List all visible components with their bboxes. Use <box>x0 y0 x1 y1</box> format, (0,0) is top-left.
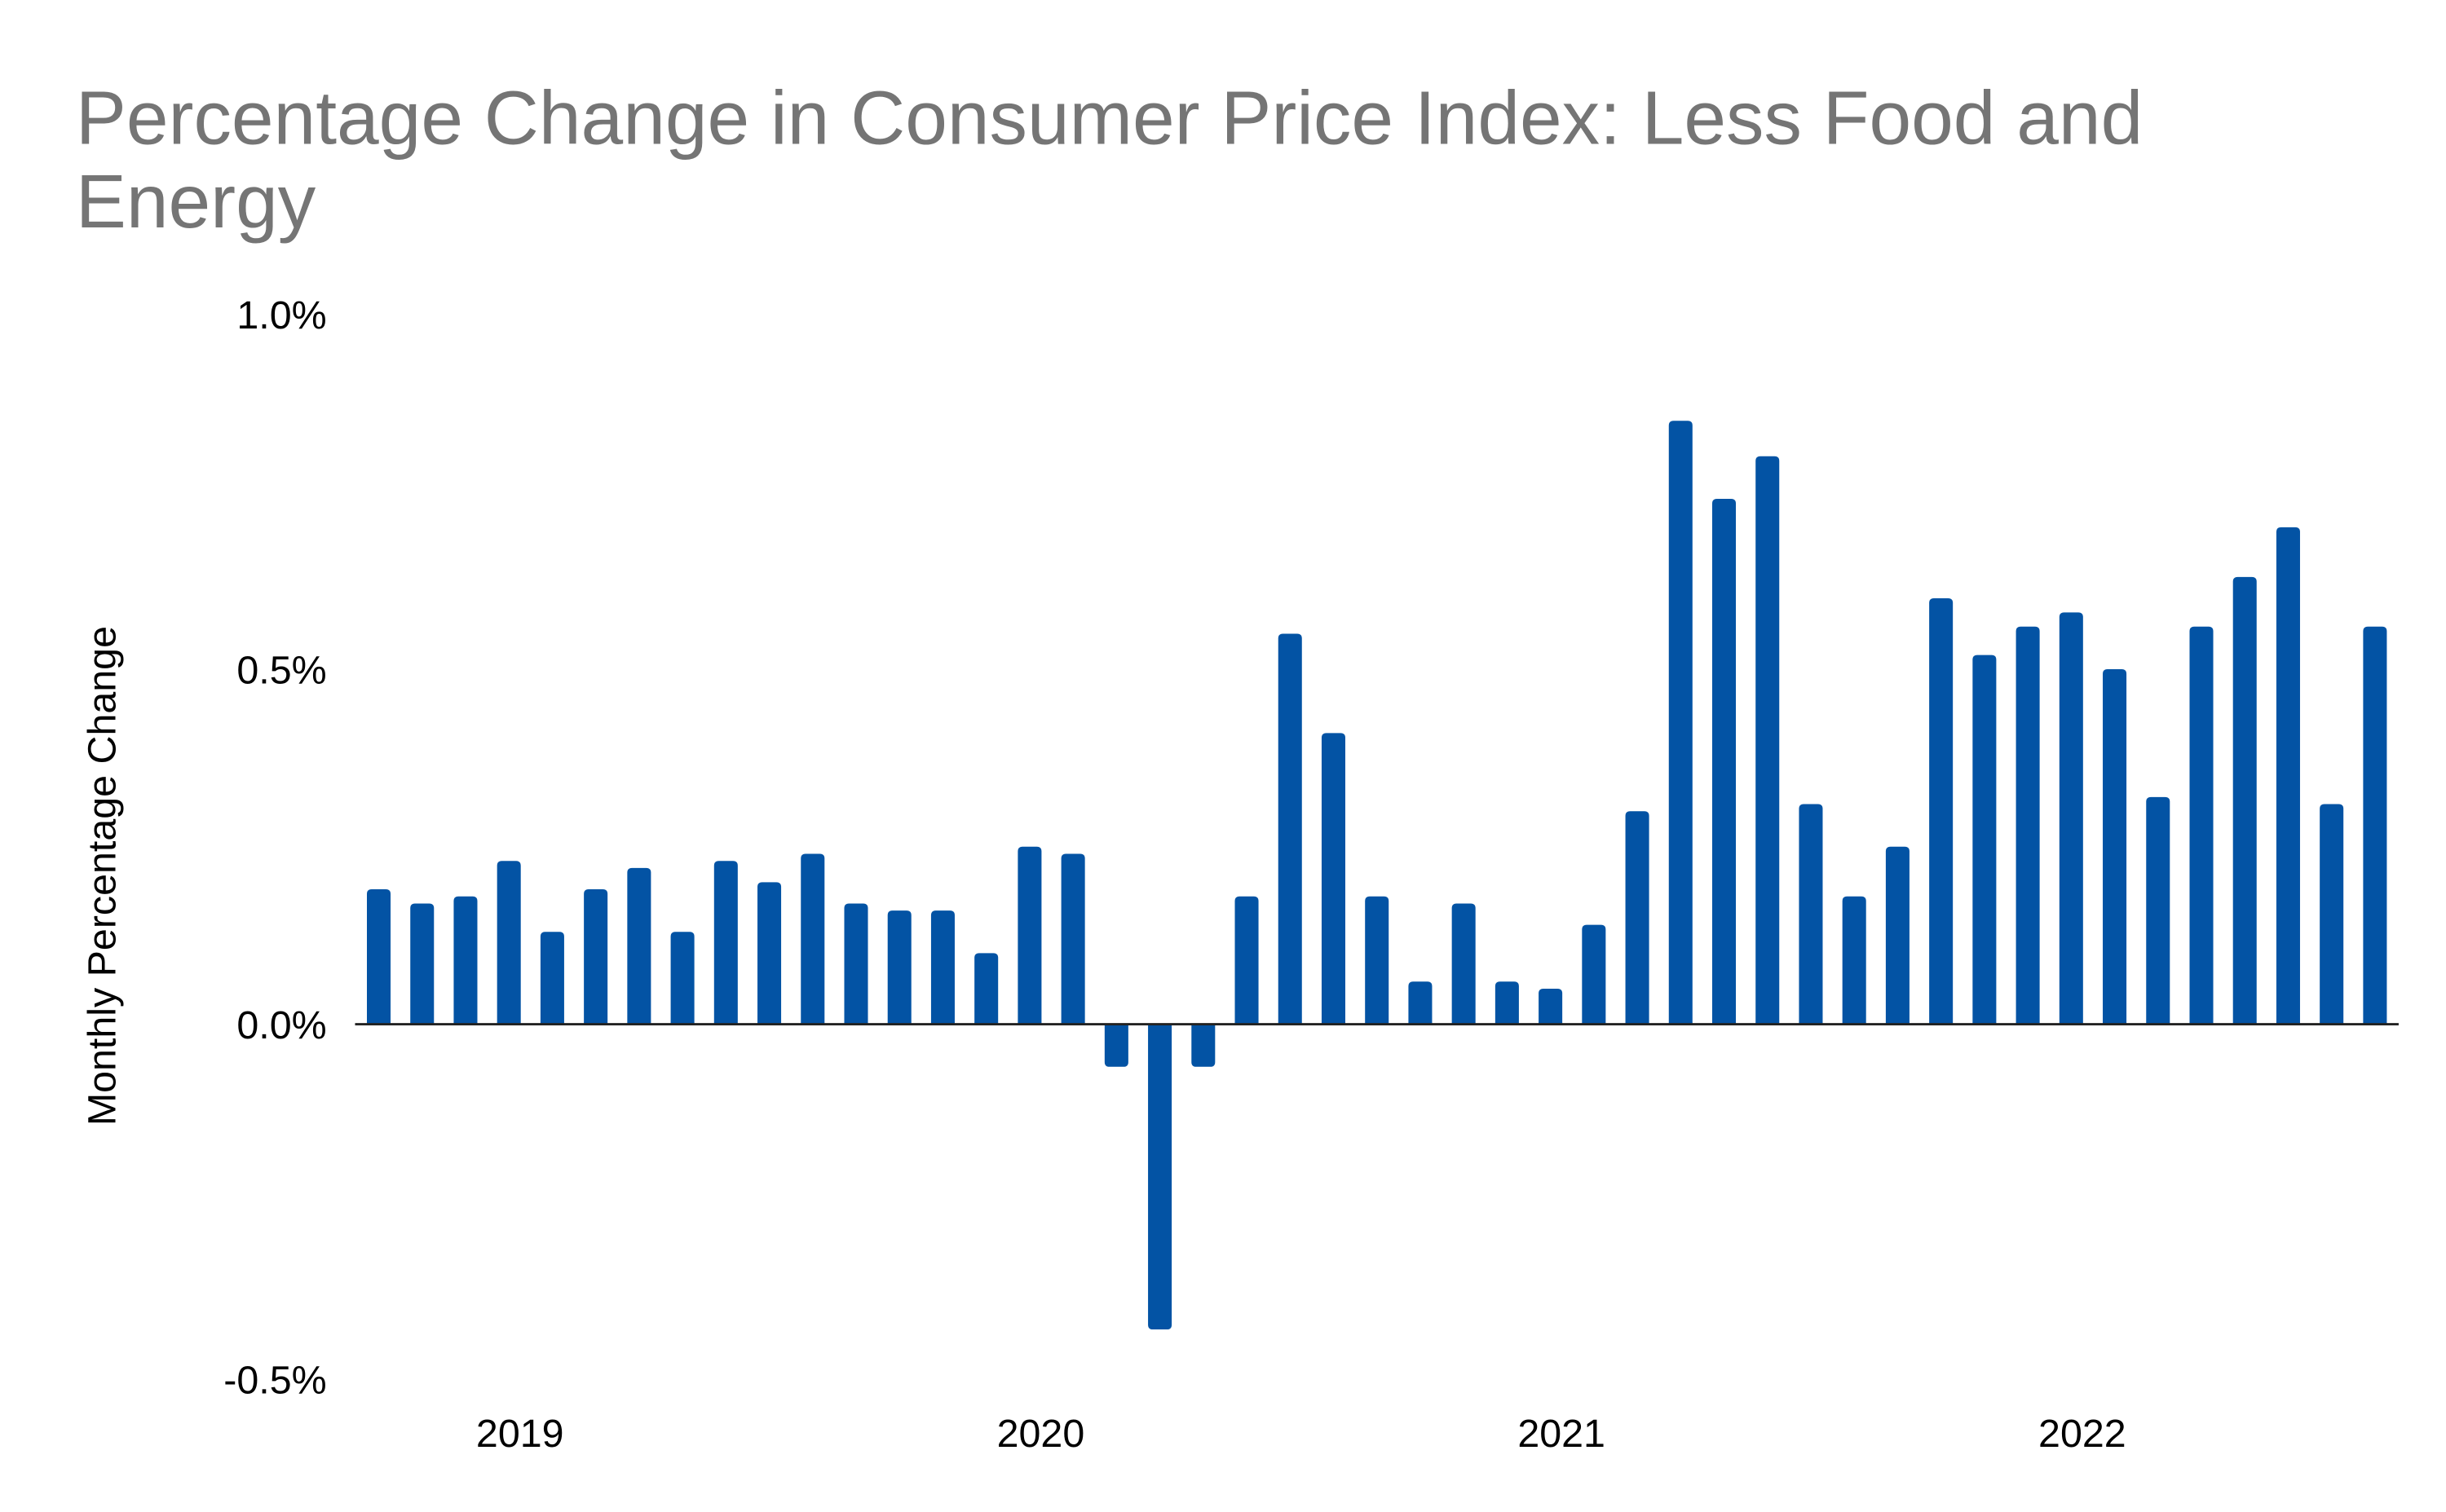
bar-2021-05 <box>1712 499 1737 1025</box>
y-tick-label: -0.5% <box>223 1358 326 1402</box>
chart-title-line-2: Energy <box>76 159 316 244</box>
bar-2018-12 <box>453 896 478 1025</box>
bar-2022-03 <box>2146 796 2170 1025</box>
bar-2020-12 <box>1495 981 1519 1025</box>
bar-2022-08 <box>2363 626 2387 1025</box>
bar-2020-01 <box>1018 846 1042 1025</box>
bar-2019-01 <box>497 861 521 1025</box>
y-tick-label: 1.0% <box>236 293 326 337</box>
bar-2018-10 <box>367 889 391 1025</box>
bar-2022-05 <box>2232 576 2257 1025</box>
bar-2019-08 <box>801 853 825 1025</box>
y-axis-label: Monthly Percentage Change <box>80 626 124 1126</box>
y-axis-ticks: 1.0% 0.5% 0.0% -0.5% <box>223 293 326 1402</box>
bar-2019-10 <box>887 910 912 1025</box>
bar-2020-02 <box>1061 853 1085 1025</box>
y-tick-label: 0.0% <box>236 1003 326 1047</box>
bar-2019-05 <box>670 932 695 1025</box>
x-tick-label: 2021 <box>1517 1412 1605 1456</box>
bar-2018-11 <box>410 903 435 1025</box>
bar-2021-08 <box>1842 896 1866 1025</box>
bar-2019-09 <box>844 903 868 1025</box>
bar-2019-07 <box>757 882 782 1025</box>
bar-2020-03 <box>1104 1024 1128 1067</box>
x-tick-label: 2020 <box>997 1412 1085 1456</box>
bar-2021-12 <box>2016 626 2040 1025</box>
bar-2020-04 <box>1148 1024 1172 1330</box>
bar-2021-07 <box>1799 804 1823 1025</box>
bar-2021-06 <box>1755 456 1780 1025</box>
bar-2019-12 <box>974 953 999 1025</box>
bar-2021-10 <box>1929 597 1954 1025</box>
bar-2020-10 <box>1408 981 1433 1025</box>
bar-2022-02 <box>2103 669 2127 1025</box>
bar-2022-01 <box>2059 612 2083 1025</box>
bar-2020-08 <box>1321 733 1345 1025</box>
bar-2019-11 <box>930 910 955 1025</box>
bar-2019-06 <box>713 861 738 1025</box>
y-tick-label: 0.5% <box>236 648 326 692</box>
bar-2021-03 <box>1625 811 1649 1025</box>
bar-2021-02 <box>1582 924 1606 1025</box>
bar-2021-01 <box>1539 988 1563 1025</box>
x-tick-label: 2022 <box>2038 1412 2126 1456</box>
bar-2021-09 <box>1885 846 1910 1025</box>
bar-2022-07 <box>2320 804 2344 1025</box>
bar-2019-04 <box>627 867 651 1025</box>
bar-2020-06 <box>1234 896 1259 1025</box>
bar-2021-04 <box>1668 421 1693 1025</box>
bar-2021-11 <box>1972 655 1997 1025</box>
x-tick-label: 2019 <box>476 1412 564 1456</box>
bar-2020-11 <box>1451 903 1476 1025</box>
bar-2019-03 <box>584 889 608 1025</box>
bar-2020-07 <box>1278 633 1302 1025</box>
bar-2020-05 <box>1191 1024 1216 1067</box>
bar-2022-04 <box>2189 626 2214 1025</box>
bar-2020-09 <box>1365 896 1389 1025</box>
bar-2022-06 <box>2276 527 2300 1025</box>
chart-title-line-1: Percentage Change in Consumer Price Inde… <box>76 76 2143 161</box>
bars <box>367 421 2387 1330</box>
x-axis-ticks: 2019 2020 2021 2022 <box>476 1412 2126 1456</box>
bar-2019-02 <box>540 932 564 1025</box>
